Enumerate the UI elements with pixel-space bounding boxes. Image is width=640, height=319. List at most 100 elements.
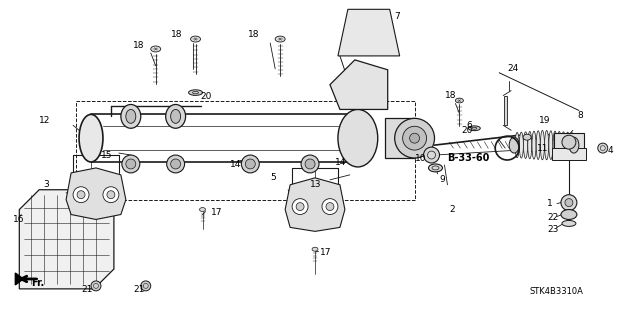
Ellipse shape (338, 109, 378, 167)
Bar (504, 96, 507, 125)
Text: 9: 9 (440, 175, 445, 184)
Text: 1: 1 (547, 199, 553, 208)
Ellipse shape (305, 159, 315, 169)
Ellipse shape (171, 109, 180, 123)
Text: 24: 24 (507, 64, 518, 73)
Ellipse shape (126, 109, 136, 123)
Ellipse shape (121, 105, 141, 128)
Ellipse shape (562, 135, 576, 149)
Ellipse shape (468, 126, 480, 131)
Polygon shape (19, 190, 114, 289)
Ellipse shape (456, 98, 463, 103)
Text: STK4B3310A: STK4B3310A (529, 287, 583, 296)
Text: 15: 15 (101, 151, 113, 160)
Polygon shape (338, 9, 399, 56)
Ellipse shape (275, 36, 285, 42)
Text: 17: 17 (211, 208, 222, 217)
Ellipse shape (565, 199, 573, 207)
Text: 2: 2 (449, 205, 455, 214)
Ellipse shape (528, 131, 532, 159)
Text: 22: 22 (547, 213, 558, 222)
Text: 12: 12 (39, 116, 51, 125)
Ellipse shape (73, 187, 89, 203)
Ellipse shape (301, 155, 319, 173)
Ellipse shape (545, 130, 548, 160)
Ellipse shape (598, 143, 608, 153)
Text: 17: 17 (320, 248, 332, 257)
Ellipse shape (562, 220, 576, 226)
Text: 5: 5 (270, 173, 276, 182)
Ellipse shape (569, 137, 579, 153)
Ellipse shape (410, 133, 420, 143)
Bar (552, 148, 586, 160)
Ellipse shape (570, 132, 574, 158)
Text: Fr.: Fr. (31, 278, 45, 288)
Text: 3: 3 (44, 180, 49, 189)
Polygon shape (66, 168, 126, 219)
Ellipse shape (141, 281, 151, 291)
Ellipse shape (126, 159, 136, 169)
Ellipse shape (549, 131, 553, 160)
Text: 23: 23 (547, 225, 558, 234)
Ellipse shape (79, 115, 103, 162)
Text: 20: 20 (461, 126, 473, 135)
Text: 14: 14 (230, 160, 242, 169)
Ellipse shape (166, 155, 184, 173)
Text: 13: 13 (310, 180, 321, 189)
Ellipse shape (151, 46, 161, 52)
Ellipse shape (515, 132, 519, 158)
Ellipse shape (509, 137, 519, 153)
Ellipse shape (520, 132, 524, 158)
Text: 4: 4 (608, 145, 613, 155)
Text: 21: 21 (81, 286, 92, 294)
Ellipse shape (91, 281, 101, 291)
Ellipse shape (561, 210, 577, 219)
Ellipse shape (424, 147, 440, 163)
Text: 18: 18 (248, 30, 260, 39)
Polygon shape (330, 60, 388, 109)
Ellipse shape (312, 247, 318, 251)
Ellipse shape (77, 191, 85, 199)
Ellipse shape (557, 131, 561, 159)
Text: 6: 6 (467, 121, 472, 130)
Ellipse shape (200, 208, 205, 211)
Ellipse shape (561, 132, 566, 159)
Text: 7: 7 (395, 12, 401, 21)
Ellipse shape (536, 131, 540, 160)
Ellipse shape (122, 155, 140, 173)
Ellipse shape (429, 164, 442, 172)
Text: 11: 11 (537, 144, 548, 152)
Bar (76, 100, 415, 200)
Ellipse shape (296, 203, 304, 211)
Text: 18: 18 (133, 41, 144, 49)
Ellipse shape (553, 131, 557, 159)
Ellipse shape (103, 187, 119, 203)
Polygon shape (285, 178, 345, 231)
Text: 10: 10 (415, 153, 426, 162)
Ellipse shape (326, 203, 334, 211)
Ellipse shape (540, 130, 545, 160)
Text: 14: 14 (335, 159, 346, 167)
Text: 19: 19 (539, 116, 550, 125)
Ellipse shape (524, 132, 527, 159)
Ellipse shape (566, 132, 570, 158)
Ellipse shape (532, 131, 536, 159)
Ellipse shape (523, 134, 531, 140)
Ellipse shape (171, 159, 180, 169)
Text: 16: 16 (13, 215, 25, 224)
Text: B-33-60: B-33-60 (447, 153, 490, 163)
Ellipse shape (292, 199, 308, 214)
Ellipse shape (245, 159, 255, 169)
Ellipse shape (189, 90, 202, 95)
Ellipse shape (322, 199, 338, 214)
Text: 8: 8 (577, 111, 582, 120)
Ellipse shape (241, 155, 259, 173)
Ellipse shape (561, 195, 577, 211)
Bar (385, 118, 415, 158)
Ellipse shape (403, 126, 426, 150)
Text: 21: 21 (134, 286, 145, 294)
Polygon shape (15, 273, 23, 285)
Text: 20: 20 (200, 92, 212, 101)
Ellipse shape (107, 191, 115, 199)
Ellipse shape (191, 36, 200, 42)
